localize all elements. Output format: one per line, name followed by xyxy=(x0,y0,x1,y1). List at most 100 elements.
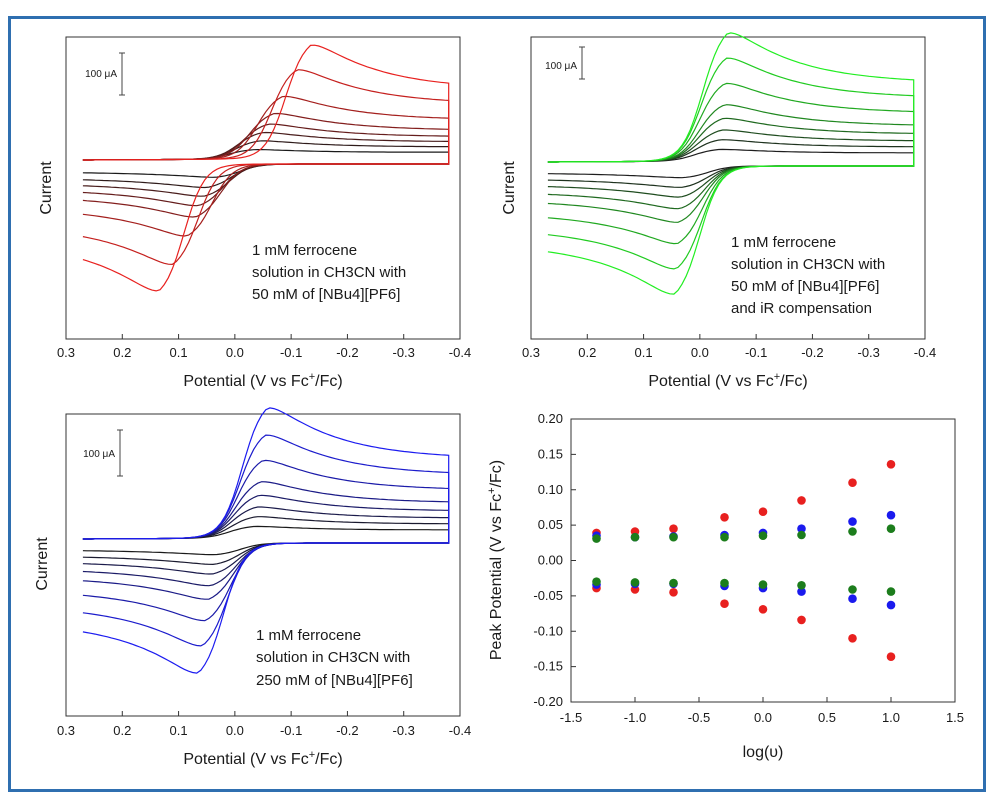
data-point xyxy=(758,605,768,614)
x-tick-label: -1.5 xyxy=(560,710,582,725)
y-tick-label: -0.20 xyxy=(533,694,563,709)
annotation-line: 1 mM ferrocene xyxy=(731,234,836,251)
scale-bar: 100 μA xyxy=(85,52,125,96)
y-tick-label: -0.15 xyxy=(533,659,563,674)
y-tick-label: 0.20 xyxy=(538,411,563,426)
data-point xyxy=(630,532,640,542)
scale-bar-label: 100 μA xyxy=(83,449,115,460)
annotation-line: 50 mM of [NBu4][PF6] xyxy=(731,278,879,295)
x-axis-label: log(υ) xyxy=(743,744,784,761)
x-tick-label: -0.2 xyxy=(336,723,358,738)
x-ticks: -1.5 -1.0 -0.5 0.0 0.5 1.0 1.5 xyxy=(560,697,964,725)
y-tick-label: -0.05 xyxy=(533,588,563,603)
y-tick-label: 0.10 xyxy=(538,482,563,497)
annotation: 1 mM ferrocene solution in CH3CN with 50… xyxy=(252,242,406,303)
cv-plot-red: 0.3 0.2 0.1 0.0 -0.1 -0.2 -0.3 -0.4 100 μA Curr… xyxy=(38,36,471,390)
x-tick-label: -1.0 xyxy=(624,710,646,725)
annotation: 1 mM ferrocene solution in CH3CN with 25… xyxy=(256,627,413,689)
data-point xyxy=(848,585,857,594)
x-axis-label: Potential (V vs Fc+/Fc) xyxy=(648,371,807,390)
plot-frame xyxy=(65,36,461,340)
data-point xyxy=(758,580,768,589)
y-tick-label: 0.00 xyxy=(538,553,563,568)
cv-curves xyxy=(547,32,915,295)
data-point xyxy=(592,577,601,586)
y-axis-label: Current xyxy=(501,161,518,215)
x-tick-label: 1.5 xyxy=(946,710,964,725)
data-point xyxy=(592,534,601,543)
x-tick-label: -0.2 xyxy=(336,345,358,360)
data-point xyxy=(720,578,729,588)
x-tick-label: -0.4 xyxy=(449,345,471,360)
scale-bar: 100 μA xyxy=(545,46,585,80)
data-point xyxy=(758,507,768,516)
data-point xyxy=(630,578,640,587)
annotation-line: 1 mM ferrocene xyxy=(252,242,357,259)
cv-curve xyxy=(547,32,915,295)
annotation-line: 1 mM ferrocene xyxy=(256,627,361,644)
data-point xyxy=(886,652,896,661)
y-ticks: 0.20 0.15 0.10 0.05 0.00 -0.05 -0.10 -0.15 -0.20 xyxy=(533,411,576,709)
x-tick-label: -0.3 xyxy=(858,345,880,360)
data-point xyxy=(848,517,857,526)
x-tick-label: -0.1 xyxy=(280,723,302,738)
data-point xyxy=(886,510,896,520)
y-tick-label: 0.15 xyxy=(538,446,563,461)
x-tick-label: 0.0 xyxy=(226,345,244,360)
x-tick-label: -0.3 xyxy=(393,723,415,738)
data-point xyxy=(758,531,768,540)
data-point xyxy=(720,599,729,608)
x-tick-label: 0.1 xyxy=(170,345,188,360)
data-point xyxy=(669,532,678,542)
cv-curves xyxy=(82,407,450,674)
x-tick-label: -0.1 xyxy=(280,345,302,360)
data-point xyxy=(720,532,729,542)
x-tick-label: 0.1 xyxy=(635,345,653,360)
x-tick-label: 1.0 xyxy=(882,710,900,725)
scale-bar-label: 100 μA xyxy=(545,61,577,72)
data-point xyxy=(797,581,806,590)
annotation-line: solution in CH3CN with xyxy=(256,649,410,666)
y-tick-label: -0.10 xyxy=(533,623,563,638)
x-tick-label: -0.1 xyxy=(745,345,767,360)
annotation: 1 mM ferrocene solution in CH3CN with 50… xyxy=(731,234,885,317)
x-axis-label: Potential (V vs Fc+/Fc) xyxy=(183,749,342,768)
data-point xyxy=(669,578,678,588)
y-axis-label: Current xyxy=(34,537,51,591)
data-point xyxy=(848,478,857,488)
data-point xyxy=(848,594,857,603)
x-tick-label: 0.2 xyxy=(113,345,131,360)
figure-border xyxy=(8,16,986,792)
annotation-line: solution in CH3CN with xyxy=(731,256,885,273)
cv-plot-blue: 0.3 0.2 0.1 0.0 -0.1 -0.2 -0.3 -0.4 100 μA Curr… xyxy=(34,407,471,768)
x-tick-label: 0.3 xyxy=(522,345,540,360)
x-tick-label: 0.3 xyxy=(57,723,75,738)
data-point xyxy=(848,634,857,643)
data-point xyxy=(886,460,896,469)
data-points xyxy=(592,460,896,661)
x-tick-label: 0.3 xyxy=(57,345,75,360)
x-tick-label: 0.0 xyxy=(754,710,772,725)
peak-potential-scatter: -1.5 -1.0 -0.5 0.0 0.5 1.0 1.5 0.20 0.15 0.10 0.0… xyxy=(486,411,964,761)
x-tick-label: -0.2 xyxy=(801,345,823,360)
y-tick-label: 0.05 xyxy=(538,517,563,532)
x-tick-label: 0.5 xyxy=(818,710,836,725)
x-axis-label: Potential (V vs Fc+/Fc) xyxy=(183,371,342,390)
x-tick-label: 0.2 xyxy=(113,723,131,738)
x-tick-label: 0.1 xyxy=(170,723,188,738)
data-point xyxy=(797,496,806,505)
scale-bar-label: 100 μA xyxy=(85,69,117,80)
annotation-line: 250 mM of [NBu4][PF6] xyxy=(256,672,413,689)
cv-curve xyxy=(82,44,450,292)
x-tick-label: 0.0 xyxy=(226,723,244,738)
data-point xyxy=(797,524,806,533)
x-tick-label: -0.4 xyxy=(914,345,936,360)
data-point xyxy=(886,524,896,533)
annotation-line: solution in CH3CN with xyxy=(252,264,406,281)
x-ticks: 0.3 0.2 0.1 0.0 -0.1 -0.2 -0.3 -0.4 xyxy=(522,334,936,360)
annotation-line: 50 mM of [NBu4][PF6] xyxy=(252,286,400,303)
data-point xyxy=(669,524,678,533)
y-axis-label: Peak Potential (V vs Fc+/Fc) xyxy=(486,460,505,660)
x-ticks: 0.3 0.2 0.1 0.0 -0.1 -0.2 -0.3 -0.4 xyxy=(57,711,471,738)
